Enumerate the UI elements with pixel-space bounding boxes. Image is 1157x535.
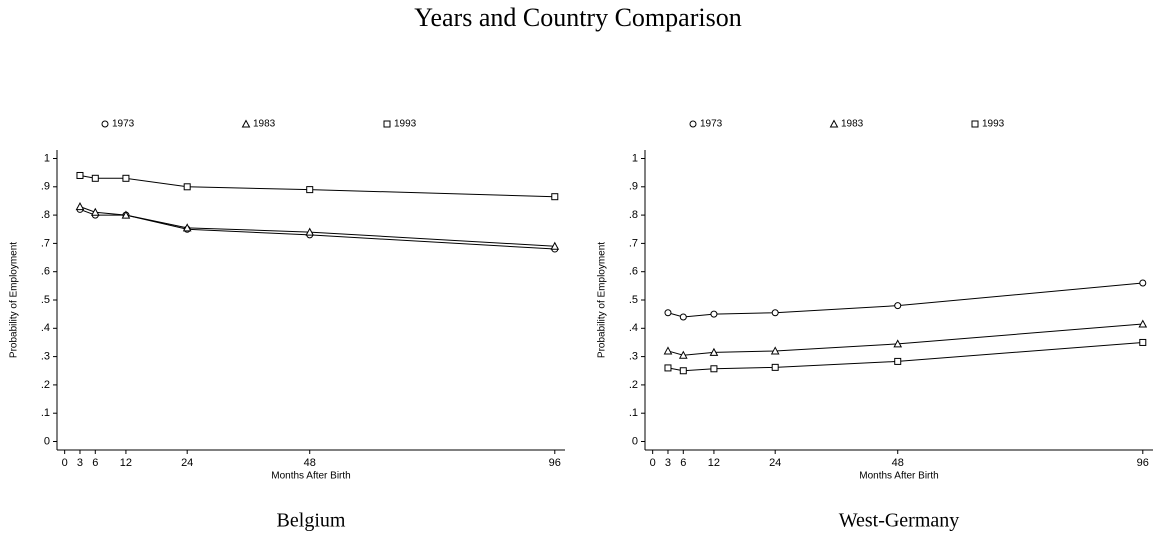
data-point <box>710 310 718 318</box>
data-point <box>182 223 192 232</box>
panel-caption: Belgium <box>277 510 346 532</box>
y-tick-label: .4 <box>629 322 638 334</box>
data-point <box>771 309 779 317</box>
x-tick-label: 96 <box>549 457 561 469</box>
legend-marker <box>971 120 979 128</box>
data-point <box>678 350 688 359</box>
data-point <box>770 346 780 355</box>
x-tick-label: 24 <box>181 457 193 469</box>
data-point <box>679 367 687 375</box>
x-tick-label: 24 <box>769 457 781 469</box>
data-point <box>679 313 687 321</box>
data-point <box>664 364 672 372</box>
y-tick-label: .7 <box>629 237 638 249</box>
y-tick-label: .3 <box>629 351 638 363</box>
data-point <box>121 210 131 219</box>
x-axis-label: Months After Birth <box>271 471 350 482</box>
legend-marker <box>829 119 839 128</box>
y-tick-label: .5 <box>629 294 638 306</box>
legend-label: 1993 <box>394 119 417 130</box>
data-point <box>894 302 902 310</box>
legend-marker <box>241 119 251 128</box>
x-tick-label: 3 <box>77 457 83 469</box>
legend-label: 1983 <box>841 119 864 130</box>
data-point <box>305 227 315 236</box>
x-tick-label: 3 <box>665 457 671 469</box>
data-point <box>90 207 100 216</box>
series-line <box>667 341 1143 372</box>
data-point <box>550 241 560 250</box>
data-point <box>75 202 85 211</box>
panel-caption: West-Germany <box>839 510 960 532</box>
y-tick-label: .9 <box>41 181 50 193</box>
y-tick-label: .1 <box>629 407 638 419</box>
data-point <box>710 365 718 373</box>
y-tick-label: .6 <box>41 266 50 278</box>
figure-title: Years and Country Comparison <box>414 3 741 32</box>
y-tick-label: 0 <box>44 435 50 447</box>
legend-marker <box>689 120 697 128</box>
data-point <box>76 171 84 179</box>
x-tick-label: 0 <box>62 457 68 469</box>
y-tick-label: .9 <box>629 181 638 193</box>
y-tick-label: .2 <box>41 379 50 391</box>
data-point <box>1138 319 1148 328</box>
legend-marker <box>383 120 391 128</box>
series-line <box>79 174 555 198</box>
data-point <box>709 347 719 356</box>
data-point <box>306 186 314 194</box>
x-tick-label: 12 <box>708 457 720 469</box>
y-tick-label: 0 <box>632 435 638 447</box>
data-point <box>122 174 130 182</box>
y-tick-label: .3 <box>41 351 50 363</box>
y-tick-label: .6 <box>629 266 638 278</box>
data-point <box>771 363 779 371</box>
legend-marker <box>101 120 109 128</box>
series-line <box>667 323 1143 356</box>
x-tick-label: 48 <box>892 457 904 469</box>
data-point <box>1139 279 1147 287</box>
y-tick-label: 1 <box>632 152 638 164</box>
legend-label: 1983 <box>253 119 276 130</box>
x-tick-label: 96 <box>1137 457 1149 469</box>
y-tick-label: .8 <box>41 209 50 221</box>
x-tick-label: 12 <box>120 457 132 469</box>
data-point <box>91 174 99 182</box>
data-point <box>183 183 191 191</box>
data-point <box>893 339 903 348</box>
legend-label: 1973 <box>700 119 723 130</box>
x-axis-label: Months After Birth <box>859 471 938 482</box>
series-line <box>79 206 555 247</box>
series-line <box>667 282 1143 318</box>
x-tick-label: 0 <box>650 457 656 469</box>
x-tick-label: 48 <box>304 457 316 469</box>
y-axis-label: Probability of Employment <box>597 242 608 358</box>
legend-label: 1993 <box>982 119 1005 130</box>
data-point <box>894 357 902 365</box>
data-point <box>664 309 672 317</box>
y-axis-label: Probability of Employment <box>9 242 20 358</box>
x-tick-label: 6 <box>680 457 686 469</box>
data-point <box>663 346 673 355</box>
series-line <box>79 208 555 250</box>
y-tick-label: .8 <box>629 209 638 221</box>
y-tick-label: .2 <box>629 379 638 391</box>
x-tick-label: 6 <box>92 457 98 469</box>
y-tick-label: .5 <box>41 294 50 306</box>
y-tick-label: 1 <box>44 152 50 164</box>
legend-label: 1973 <box>112 119 135 130</box>
y-tick-label: .4 <box>41 322 50 334</box>
y-tick-label: .7 <box>41 237 50 249</box>
y-tick-label: .1 <box>41 407 50 419</box>
data-point <box>1139 338 1147 346</box>
data-point <box>551 193 559 201</box>
